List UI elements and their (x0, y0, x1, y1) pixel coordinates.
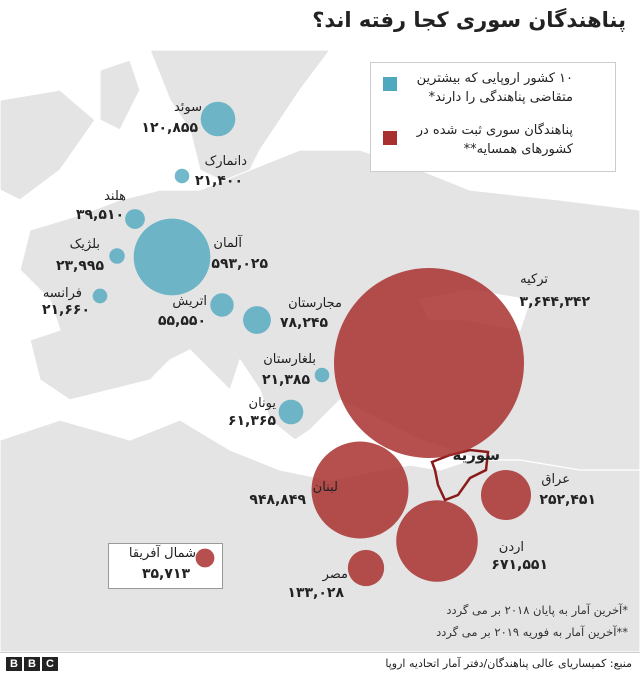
country-value: ۲۳,۹۹۵ (55, 258, 104, 274)
bubble (174, 168, 190, 184)
country-name: ترکیه (520, 272, 548, 287)
country-value: ۵۹۳,۰۲۵ (211, 256, 268, 272)
country-value: ۶۱,۳۶۵ (227, 413, 276, 429)
bubble (210, 293, 234, 317)
country-value: ۵۵,۵۵۰ (157, 313, 206, 329)
logo-letter: B (24, 657, 40, 671)
source: منبع: کمیساریای عالی پناهندگان/دفتر آمار… (385, 657, 632, 670)
country-name: آلمان (213, 236, 242, 251)
country-value: ۲۵۲,۴۵۱ (539, 492, 596, 508)
bubble (195, 548, 215, 568)
bubble (92, 288, 108, 304)
country-value: ۲۱,۴۰۰ (194, 173, 243, 189)
bubble (334, 268, 524, 458)
country-value: ۳۵,۷۱۳ (141, 566, 190, 582)
country-name: فرانسه (42, 286, 82, 301)
country-name: عراق (541, 472, 570, 487)
legend-swatch (383, 131, 397, 145)
overlay (195, 548, 215, 568)
legend-swatch (383, 77, 397, 91)
country-name: لبنان (312, 480, 338, 495)
country-value: ۳۹,۵۱۰ (75, 207, 124, 223)
country-value: ۲۱,۳۸۵ (261, 372, 310, 388)
syria-label: سوریه (452, 446, 500, 464)
bubble (200, 101, 236, 137)
country-name: بلغارستان (263, 352, 316, 367)
legend: ۱۰ کشور اروپایی که بیشترین متقاضی پناهند… (370, 62, 616, 172)
country-value: ۱۲۰,۸۵۵ (141, 120, 198, 136)
bbc-logo: B B C (6, 657, 58, 671)
country-name: یونان (248, 396, 276, 411)
note: **آخرین آمار به فوریه ۲۰۱۹ بر می گردد (436, 625, 628, 639)
title: پناهندگان سوری کجا رفته اند؟ (312, 8, 626, 32)
bubble (278, 399, 304, 425)
syria-outline (430, 448, 490, 502)
note: *آخرین آمار به پایان ۲۰۱۸ بر می گردد (446, 603, 628, 617)
bubble (243, 306, 271, 334)
logo-letter: B (6, 657, 22, 671)
bubble (109, 248, 125, 264)
bubble (480, 469, 532, 521)
country-value: ۷۸,۲۴۵ (279, 315, 328, 331)
bubble (133, 218, 211, 296)
country-name: مصر (322, 567, 348, 582)
country-value: ۹۴۸,۸۴۹ (249, 492, 306, 508)
country-name: سوئد (173, 100, 202, 115)
bubble (314, 367, 330, 383)
footer: B B C منبع: کمیساریای عالی پناهندگان/دفت… (0, 652, 640, 673)
bubble (125, 209, 145, 229)
legend-label: پناهندگان سوری ثبت شده در کشورهای همسایه… (416, 123, 573, 157)
country-value: ۶۷۱,۵۵۱ (491, 557, 548, 573)
legend-label: ۱۰ کشور اروپایی که بیشترین متقاضی پناهند… (416, 71, 573, 105)
country-name: اتریش (172, 294, 207, 309)
country-name: اردن (498, 540, 524, 555)
bubble (347, 549, 385, 587)
country-value: ۲۱,۶۶۰ (41, 302, 90, 318)
country-name: هلند (104, 189, 126, 204)
logo-letter: C (42, 657, 58, 671)
country-name: شمال آفریقا (128, 546, 196, 561)
bubble (396, 500, 478, 582)
country-value: ۳,۶۴۴,۳۴۲ (519, 294, 590, 310)
country-name: بلژیک (69, 237, 100, 252)
country-name: مجارستان (288, 296, 342, 311)
country-value: ۱۳۳,۰۲۸ (287, 585, 344, 601)
bubble (311, 441, 409, 539)
country-name: دانمارک (204, 154, 247, 169)
